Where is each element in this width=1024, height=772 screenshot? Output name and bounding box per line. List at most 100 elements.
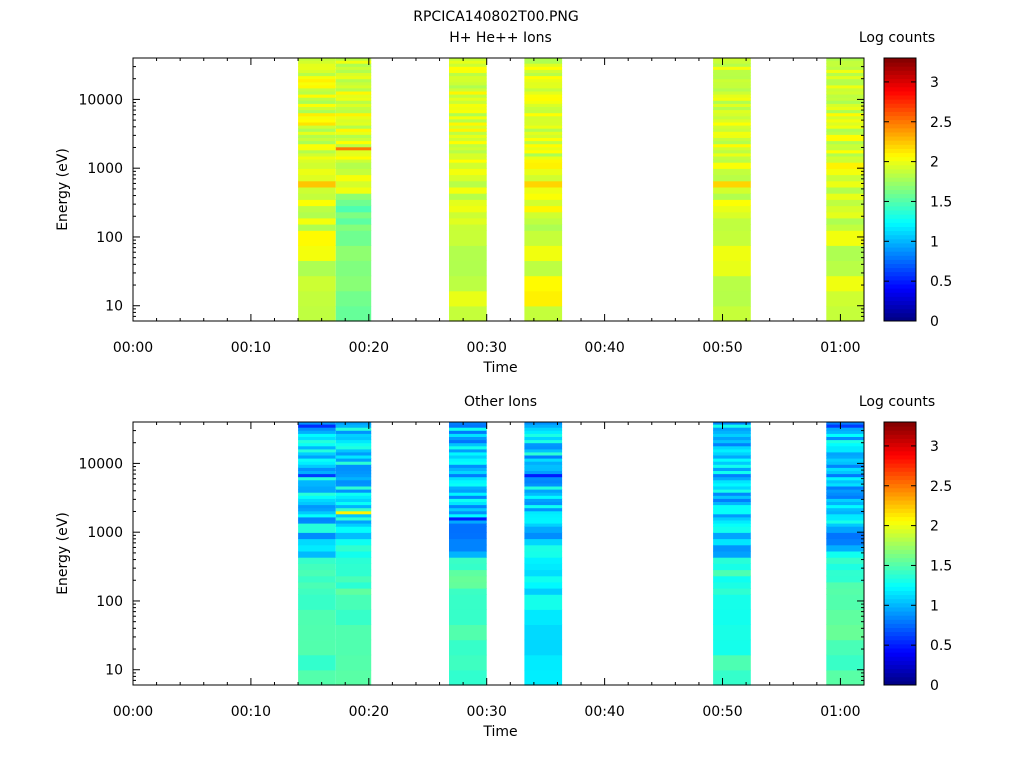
spectrogram-bin bbox=[713, 186, 751, 194]
spectrogram-bin bbox=[524, 492, 563, 496]
spectrogram-bin bbox=[449, 75, 487, 80]
spectrogram-bin bbox=[713, 510, 751, 515]
spectrogram-bin bbox=[335, 66, 372, 70]
time-column bbox=[298, 422, 336, 686]
spectrogram-bin bbox=[449, 510, 487, 515]
spectrogram-bin bbox=[713, 87, 751, 92]
spectrogram-bin bbox=[826, 422, 864, 425]
x-tick-label: 00:50 bbox=[702, 704, 742, 720]
spectrogram-bin bbox=[524, 526, 563, 533]
spectrogram-bin bbox=[335, 137, 372, 142]
spectrogram-bin bbox=[298, 532, 336, 540]
spectrogram-bin bbox=[298, 211, 336, 219]
spectrogram-bin bbox=[826, 473, 864, 478]
spectrogram-bin bbox=[335, 581, 372, 589]
spectrogram-bin bbox=[713, 58, 751, 61]
spectrogram-bin bbox=[826, 470, 864, 475]
spectrogram-bin bbox=[524, 464, 563, 468]
colorbar-swatch bbox=[884, 664, 916, 670]
colorbar-swatch bbox=[884, 259, 916, 264]
spectrogram-bin bbox=[524, 180, 563, 188]
spectrogram-bin bbox=[826, 476, 864, 481]
spectrogram-bin bbox=[449, 467, 487, 471]
spectrogram-bin bbox=[449, 498, 487, 502]
spectrogram-bin bbox=[449, 128, 487, 132]
spectrogram-bin bbox=[449, 305, 487, 322]
colorbar-swatch bbox=[884, 62, 916, 67]
spectrogram-bin bbox=[713, 489, 751, 493]
spectrogram-bin bbox=[826, 140, 864, 145]
spectrogram-bin bbox=[335, 436, 372, 441]
spectrogram-bin bbox=[826, 639, 864, 656]
spectrogram-bin bbox=[524, 87, 563, 92]
spectrogram-bin bbox=[298, 439, 336, 444]
spectrogram-bin bbox=[298, 489, 336, 493]
spectrogram-bin bbox=[826, 433, 864, 437]
spectrogram-bin bbox=[449, 476, 487, 481]
spectrogram-bin bbox=[713, 476, 751, 481]
spectrogram-bin bbox=[449, 563, 487, 571]
spectrogram-bins bbox=[298, 58, 864, 322]
y-tick-label: 10000 bbox=[78, 456, 123, 472]
spectrogram-bin bbox=[826, 442, 864, 447]
spectrogram-bin bbox=[298, 458, 336, 462]
x-tick-label: 00:20 bbox=[349, 340, 389, 356]
spectrogram-bin bbox=[713, 260, 751, 277]
colorbar-swatch bbox=[884, 156, 916, 162]
spectrogram-bin bbox=[298, 97, 336, 101]
colorbar-swatch bbox=[884, 652, 916, 657]
spectrogram-bin bbox=[713, 594, 751, 610]
colorbar-swatch bbox=[884, 181, 916, 186]
spectrogram-bin bbox=[335, 451, 372, 456]
spectrogram-bin bbox=[524, 451, 563, 456]
spectrogram-bin bbox=[826, 581, 864, 589]
spectrogram-bin bbox=[524, 134, 563, 138]
colorbar-swatch bbox=[884, 578, 916, 583]
colorbar-swatch bbox=[884, 487, 916, 493]
colorbar-swatch bbox=[884, 574, 916, 579]
colorbar-swatch bbox=[884, 58, 916, 63]
spectrogram-bin bbox=[335, 224, 372, 231]
x-tick-label: 00:40 bbox=[584, 704, 624, 720]
spectrogram-bin bbox=[713, 152, 751, 157]
spectrogram-bin bbox=[524, 422, 563, 425]
spectrogram-bin bbox=[449, 532, 487, 540]
spectrogram-bin bbox=[298, 146, 336, 151]
spectrogram-bin bbox=[449, 538, 487, 546]
colorbar-swatch bbox=[884, 201, 916, 207]
spectrogram-bin bbox=[298, 90, 336, 95]
spectrogram-bin bbox=[335, 199, 372, 207]
spectrogram-bin bbox=[524, 458, 563, 462]
spectrogram-bin bbox=[335, 424, 372, 428]
spectrogram-bin bbox=[713, 60, 751, 64]
spectrogram-bin bbox=[298, 66, 336, 70]
spectrogram-bin bbox=[826, 125, 864, 129]
spectrogram-bins bbox=[298, 422, 864, 686]
spectrogram-bin bbox=[449, 436, 487, 441]
spectrogram-bin bbox=[449, 230, 487, 246]
colorbar-tick-label: 1.5 bbox=[930, 558, 952, 574]
spectrogram-bin bbox=[298, 69, 336, 73]
spectrogram-bin bbox=[298, 492, 336, 496]
spectrogram-bin bbox=[826, 544, 864, 552]
colorbar-swatch bbox=[884, 263, 916, 269]
spectrogram-bin bbox=[335, 186, 372, 194]
spectrogram-bin bbox=[335, 149, 372, 154]
colorbar-swatch bbox=[884, 238, 916, 244]
colorbar-tick-label: 1 bbox=[930, 598, 939, 614]
spectrogram-bin bbox=[449, 544, 487, 552]
colorbar-tick-label: 0 bbox=[930, 314, 939, 330]
spectrogram-bin bbox=[826, 485, 864, 490]
spectrogram-bin bbox=[335, 69, 372, 73]
spectrogram-bin bbox=[524, 84, 563, 89]
spectrogram-bin bbox=[826, 217, 864, 225]
spectrogram-bin bbox=[335, 131, 372, 135]
spectrogram-bin bbox=[335, 63, 372, 67]
spectrogram-bin bbox=[826, 193, 864, 200]
spectrogram-bin bbox=[298, 467, 336, 471]
spectrogram-bin bbox=[449, 454, 487, 459]
spectrogram-bin bbox=[335, 532, 372, 540]
spectrogram-bin bbox=[524, 504, 563, 509]
spectrogram-bin bbox=[335, 510, 372, 515]
